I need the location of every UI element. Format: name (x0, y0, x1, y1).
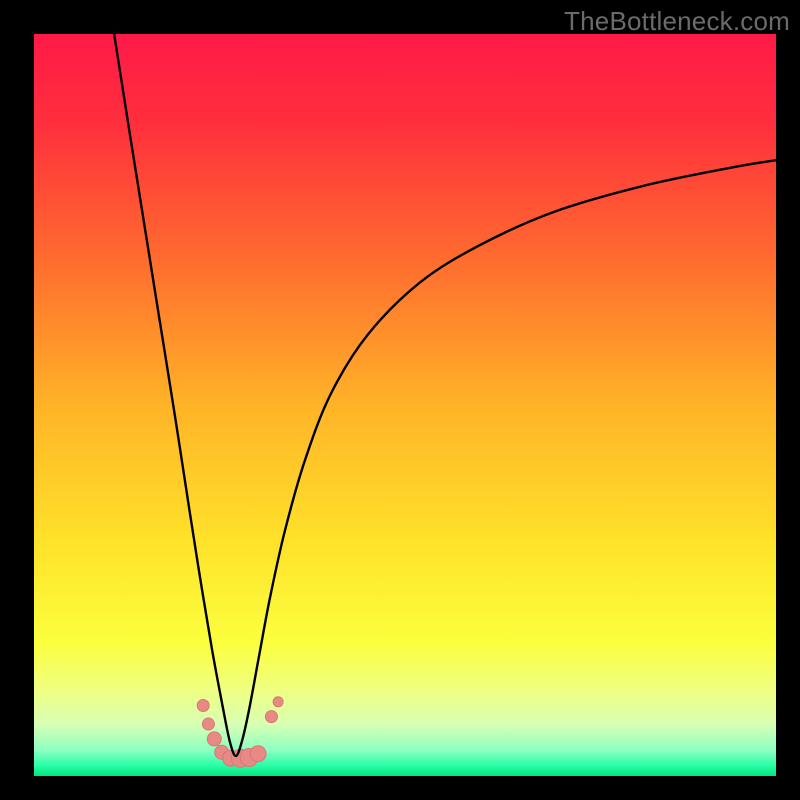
chart-background (34, 34, 776, 776)
curve-marker (265, 711, 277, 723)
curve-marker (197, 700, 209, 712)
watermark-text: TheBottleneck.com (564, 6, 790, 37)
chart-svg (34, 34, 776, 776)
curve-marker (207, 732, 221, 746)
plot-area (34, 34, 776, 776)
curve-marker (202, 718, 214, 730)
curve-marker (250, 746, 266, 762)
curve-marker (273, 697, 283, 707)
